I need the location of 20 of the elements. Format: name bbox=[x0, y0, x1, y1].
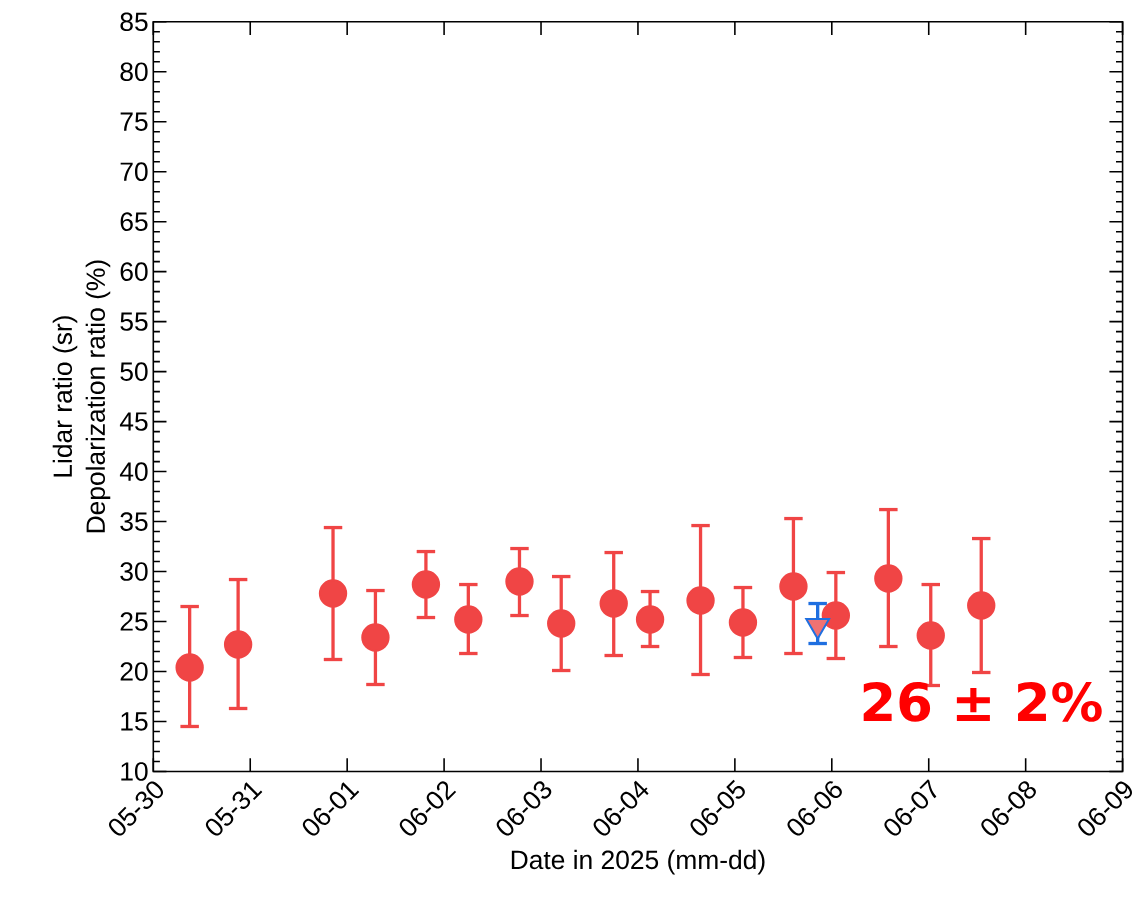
y-tick-label: 85 bbox=[120, 12, 148, 32]
y-tick-label: 70 bbox=[120, 162, 148, 182]
y-tick-label: 15 bbox=[121, 712, 148, 731]
y-tick-label: 55 bbox=[120, 312, 148, 331]
y-tick-label: 75 bbox=[120, 112, 148, 131]
y-tick-label: 10 bbox=[121, 762, 148, 781]
x-axis-title: Date in 2025 (mm-dd) bbox=[511, 849, 765, 875]
y-tick-label: 25 bbox=[120, 612, 148, 631]
y-tick-label: 65 bbox=[120, 212, 148, 232]
y-tick-label: 20 bbox=[120, 662, 148, 681]
y-tick-label: 30 bbox=[120, 562, 148, 581]
y-tick-label: 80 bbox=[120, 62, 148, 82]
text: Depolarization ratio (%) bbox=[85, 260, 111, 533]
y-tick-label: 60 bbox=[120, 262, 148, 282]
y-tick-label: 45 bbox=[119, 412, 148, 431]
annotation: 26 ± 2% bbox=[863, 681, 1102, 722]
y-tick-label: 35 bbox=[120, 512, 148, 531]
y-axis-title: Lidar ratio (sr) bbox=[52, 316, 78, 477]
y-tick-label: 50 bbox=[120, 362, 148, 381]
y-tick-label: 40 bbox=[119, 462, 148, 481]
